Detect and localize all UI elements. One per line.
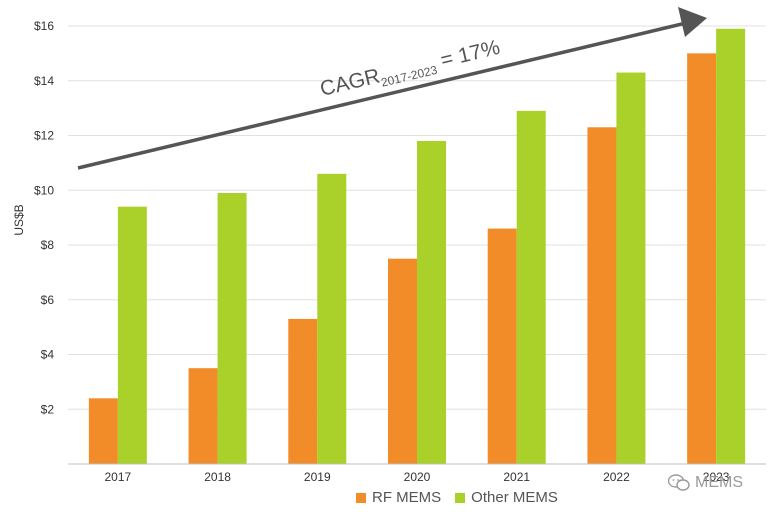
x-tick-label: 2022: [603, 470, 630, 484]
cagr-arrow-head: [678, 7, 707, 37]
y-tick-label: $6: [41, 293, 55, 307]
bar-rf-mems-2019: [288, 318, 318, 464]
y-axis-title: US$B: [12, 204, 26, 235]
bar-rf-mems-2023: [687, 53, 717, 464]
y-tick-label: $12: [34, 129, 54, 143]
x-tick-label: 2018: [204, 470, 231, 484]
cagr-arrow-line: [77, 21, 687, 170]
legend-item-other-mems: Other MEMS: [455, 489, 558, 506]
legend-swatch-other-mems: [455, 492, 466, 503]
legend-swatch-rf-mems: [356, 492, 366, 503]
x-tick-label: 2021: [503, 470, 530, 484]
y-tick-label: $10: [34, 183, 54, 197]
y-tick-label: $8: [41, 238, 55, 252]
bar-other-mems-2018: [217, 192, 247, 465]
legend-item-rf-mems: RF MEMS: [356, 489, 441, 506]
x-tick-label: 2020: [404, 470, 431, 484]
x-tick-labels: 2017 2018 2019 2020 2021 2022 2023: [105, 470, 730, 484]
y-tick-label: $2: [41, 402, 55, 416]
y-tick-label: $16: [34, 19, 54, 33]
cagr-label-main: CAGR: [318, 64, 382, 100]
bar-rf-mems-2017: [88, 398, 118, 464]
bar-rf-mems-2022: [587, 127, 617, 464]
y-tick-label: $4: [41, 348, 55, 362]
y-tick-labels: $2 $4 $6 $8 $10 $12 $14 $16: [34, 19, 54, 416]
y-tick-label: $14: [34, 74, 54, 88]
wechat-icon: [668, 474, 690, 491]
legend-label-other-mems: Other MEMS: [471, 489, 558, 506]
watermark: MEMS: [668, 474, 743, 492]
x-tick-label: 2023: [703, 470, 730, 484]
x-tick-label: 2017: [105, 470, 132, 484]
bar-other-mems-2023: [716, 28, 746, 465]
bar-rf-mems-2021: [487, 228, 517, 464]
bar-rf-mems-2018: [188, 368, 218, 464]
legend: RF MEMS Other MEMS: [356, 489, 572, 506]
bar-other-mems-2019: [317, 173, 347, 464]
cagr-label: CAGR2017-2023 = 17%: [318, 36, 503, 104]
x-tick-label: 2019: [304, 470, 331, 484]
bar-other-mems-2020: [417, 140, 446, 464]
legend-label-rf-mems: RF MEMS: [372, 489, 442, 506]
bars: [88, 28, 746, 465]
bar-other-mems-2017: [117, 206, 147, 465]
bar-rf-mems-2020: [388, 258, 417, 464]
watermark-text: MEMS: [695, 474, 743, 491]
bar-other-mems-2022: [616, 72, 646, 464]
bar-other-mems-2021: [516, 110, 546, 465]
